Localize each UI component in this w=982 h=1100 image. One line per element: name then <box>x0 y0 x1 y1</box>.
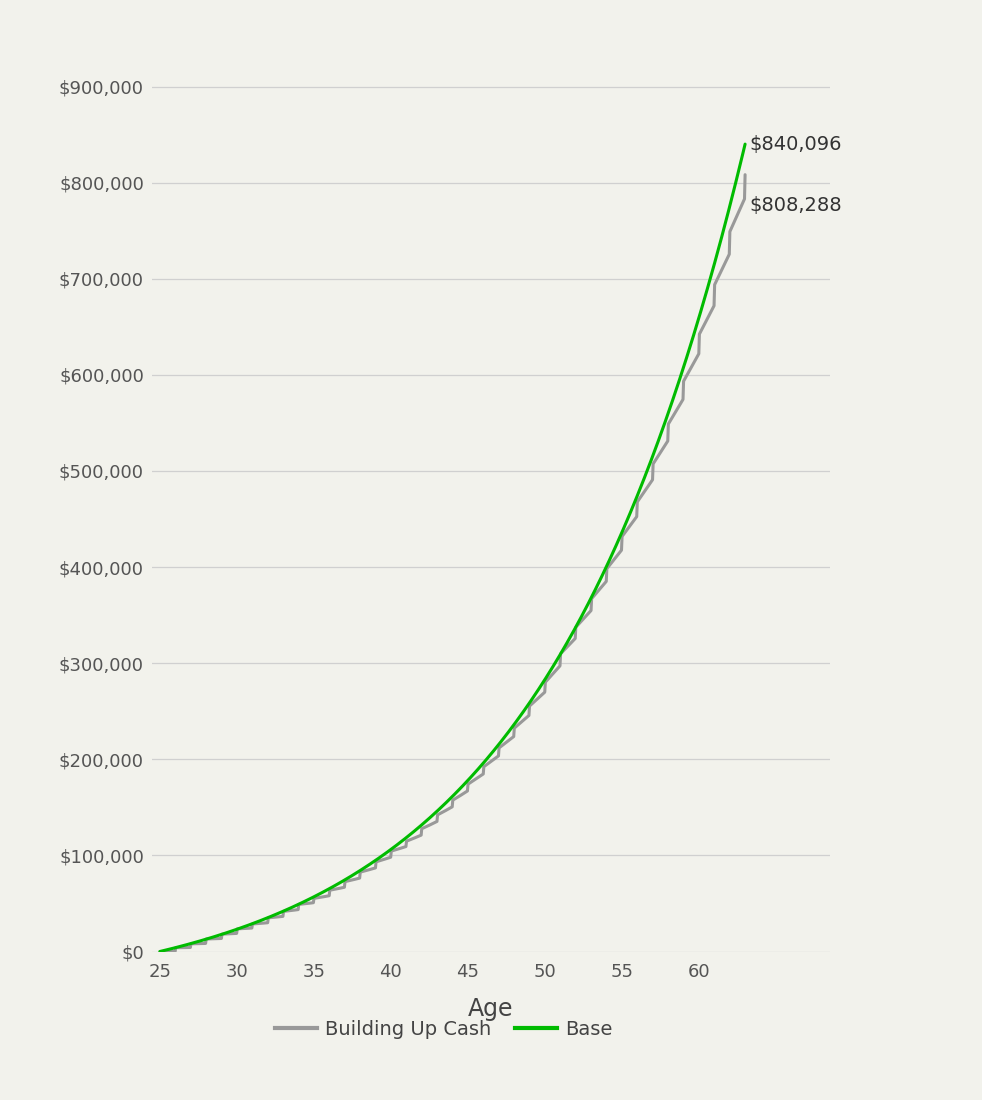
Building Up Cash <box>391 843 403 856</box>
Base <box>411 822 423 835</box>
Building Up Cash <box>154 945 166 958</box>
Base <box>739 138 751 151</box>
Base <box>154 945 166 958</box>
Line: Building Up Cash: Building Up Cash <box>160 175 745 951</box>
Base <box>391 838 403 851</box>
Base <box>556 646 568 659</box>
Legend: Building Up Cash, Base: Building Up Cash, Base <box>267 1012 621 1047</box>
Building Up Cash <box>739 168 751 182</box>
X-axis label: Age: Age <box>468 998 514 1021</box>
Building Up Cash <box>411 830 423 844</box>
Base <box>214 928 226 942</box>
Base <box>611 539 623 552</box>
Building Up Cash <box>214 932 226 945</box>
Base <box>621 515 632 528</box>
Text: $808,288: $808,288 <box>749 196 843 214</box>
Text: $840,096: $840,096 <box>749 134 843 154</box>
Building Up Cash <box>556 646 568 659</box>
Building Up Cash <box>621 524 632 537</box>
Line: Base: Base <box>160 144 745 952</box>
Building Up Cash <box>611 550 623 563</box>
